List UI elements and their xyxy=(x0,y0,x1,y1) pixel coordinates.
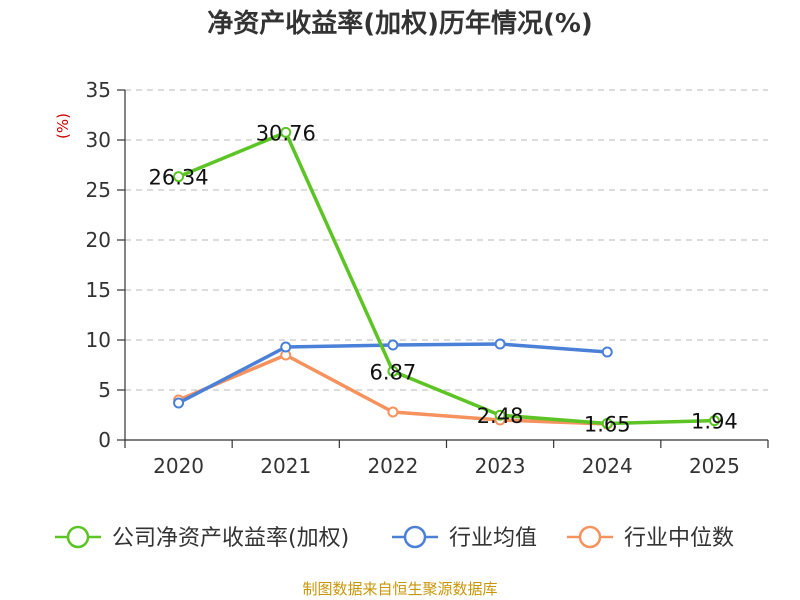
legend-label: 行业均值 xyxy=(449,526,537,551)
legend-label: 公司净资产收益率(加权) xyxy=(112,526,349,551)
series-line xyxy=(176,130,717,426)
data-label: 1.94 xyxy=(691,410,738,434)
data-point xyxy=(387,365,399,377)
x-tick-label: 2024 xyxy=(582,454,633,478)
data-point xyxy=(387,339,399,351)
legend-label: 行业中位数 xyxy=(624,526,734,551)
y-tick-label: 10 xyxy=(86,328,111,352)
legend-marker xyxy=(578,525,602,549)
source-note: 制图数据来自恒生聚源数据库 xyxy=(302,580,497,598)
data-point xyxy=(280,126,292,138)
y-axis-unit: (%) xyxy=(54,113,72,139)
data-point xyxy=(601,418,613,429)
data-point xyxy=(387,406,399,418)
data-point xyxy=(494,338,506,350)
y-tick-label: 35 xyxy=(86,78,111,102)
y-tick-label: 20 xyxy=(86,228,111,252)
x-tick-label: 2022 xyxy=(367,454,418,478)
data-label: 2.48 xyxy=(477,404,524,428)
data-point xyxy=(173,171,185,183)
data-label: 1.65 xyxy=(584,413,631,437)
y-tick-label: 5 xyxy=(98,378,111,402)
data-label: 30.76 xyxy=(256,121,316,145)
chart-title: 净资产收益率(加权)历年情况(%) xyxy=(207,8,593,39)
data-label: 26.34 xyxy=(149,166,209,190)
data-labels: 26.34 30.76 6.87 2.48 1.65 1.94 xyxy=(149,121,738,436)
legend-item-0: 公司净资产收益率(加权) xyxy=(55,525,349,551)
y-tick-label: 30 xyxy=(86,128,111,152)
legend-item-2: 行业中位数 xyxy=(567,525,734,551)
legend-marker xyxy=(66,525,90,549)
data-label: 6.87 xyxy=(370,360,417,384)
data-point xyxy=(173,397,185,409)
series xyxy=(173,126,720,430)
x-tick-label: 2020 xyxy=(153,454,204,478)
data-point xyxy=(494,409,506,421)
legend: 公司净资产收益率(加权) 行业均值 行业中位数 xyxy=(55,525,734,551)
series-0 xyxy=(173,126,720,429)
legend-item-1: 行业均值 xyxy=(392,525,537,551)
x-tick-label: 2023 xyxy=(475,454,526,478)
gridlines xyxy=(125,89,768,391)
x-tick-label: 2021 xyxy=(260,454,311,478)
data-point xyxy=(601,346,613,358)
y-tick-label: 25 xyxy=(86,178,111,202)
data-point xyxy=(708,415,720,427)
y-tick-label: 15 xyxy=(86,278,111,302)
series-1 xyxy=(173,338,613,409)
legend-marker xyxy=(403,525,427,549)
y-tick-label: 0 xyxy=(98,428,111,452)
x-tick-label: 2025 xyxy=(689,454,740,478)
data-point xyxy=(280,341,292,353)
